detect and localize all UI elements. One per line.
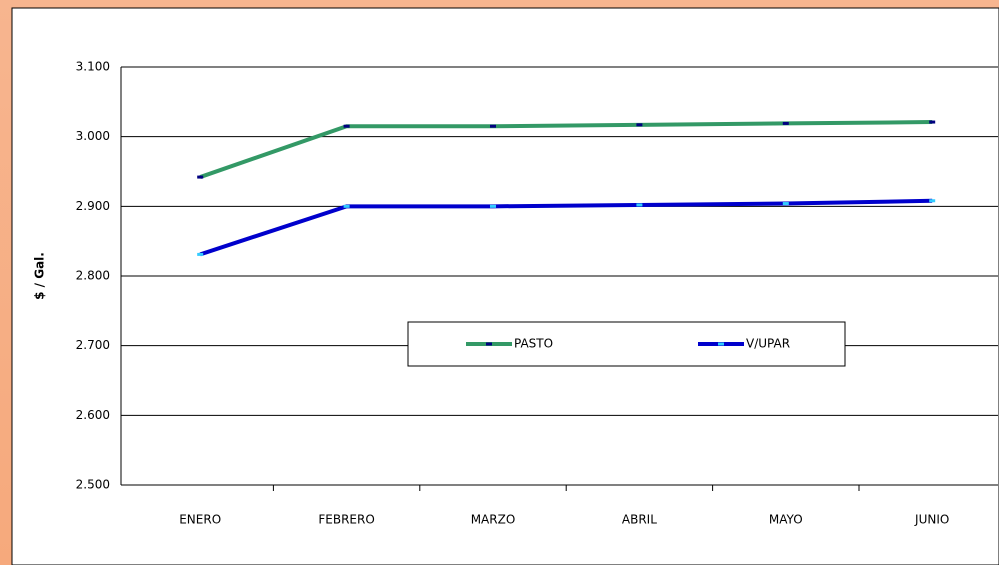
chart-area [11, 7, 999, 565]
y-tick-label: 3.000 [76, 129, 110, 143]
line-series [199, 198, 933, 257]
marker [343, 124, 350, 128]
marker [343, 204, 350, 208]
marker [782, 202, 789, 206]
y-tick-label: 2.900 [76, 199, 110, 213]
x-tick-label: ABRIL [622, 513, 657, 527]
marker [636, 203, 643, 207]
x-tick-label: FEBRERO [318, 513, 374, 527]
marker [197, 252, 204, 256]
x-tick-label: JUNIO [914, 513, 949, 527]
legend-label: V/UPAR [746, 337, 790, 351]
legend-marker [486, 342, 492, 346]
x-tick-label: MARZO [471, 513, 516, 527]
marker [490, 124, 496, 128]
y-tick-label: 3.100 [76, 60, 110, 74]
marker [782, 121, 789, 125]
y-tick-label: 2.500 [76, 478, 110, 492]
marker [490, 204, 496, 208]
marker [636, 123, 643, 127]
x-tick-label: MAYO [769, 513, 803, 527]
marker [929, 199, 936, 203]
x-tick-label: ENERO [179, 513, 221, 527]
y-tick-label: 2.600 [76, 408, 110, 422]
line-series [199, 120, 933, 179]
legend-label: PASTO [514, 337, 553, 351]
y-tick-label: 2.700 [76, 338, 110, 352]
marker [929, 120, 936, 124]
y-tick-label: 2.800 [76, 269, 110, 283]
marker [197, 175, 204, 179]
legend-marker [718, 342, 724, 346]
y-axis-title: $ / Gal. [33, 252, 47, 300]
